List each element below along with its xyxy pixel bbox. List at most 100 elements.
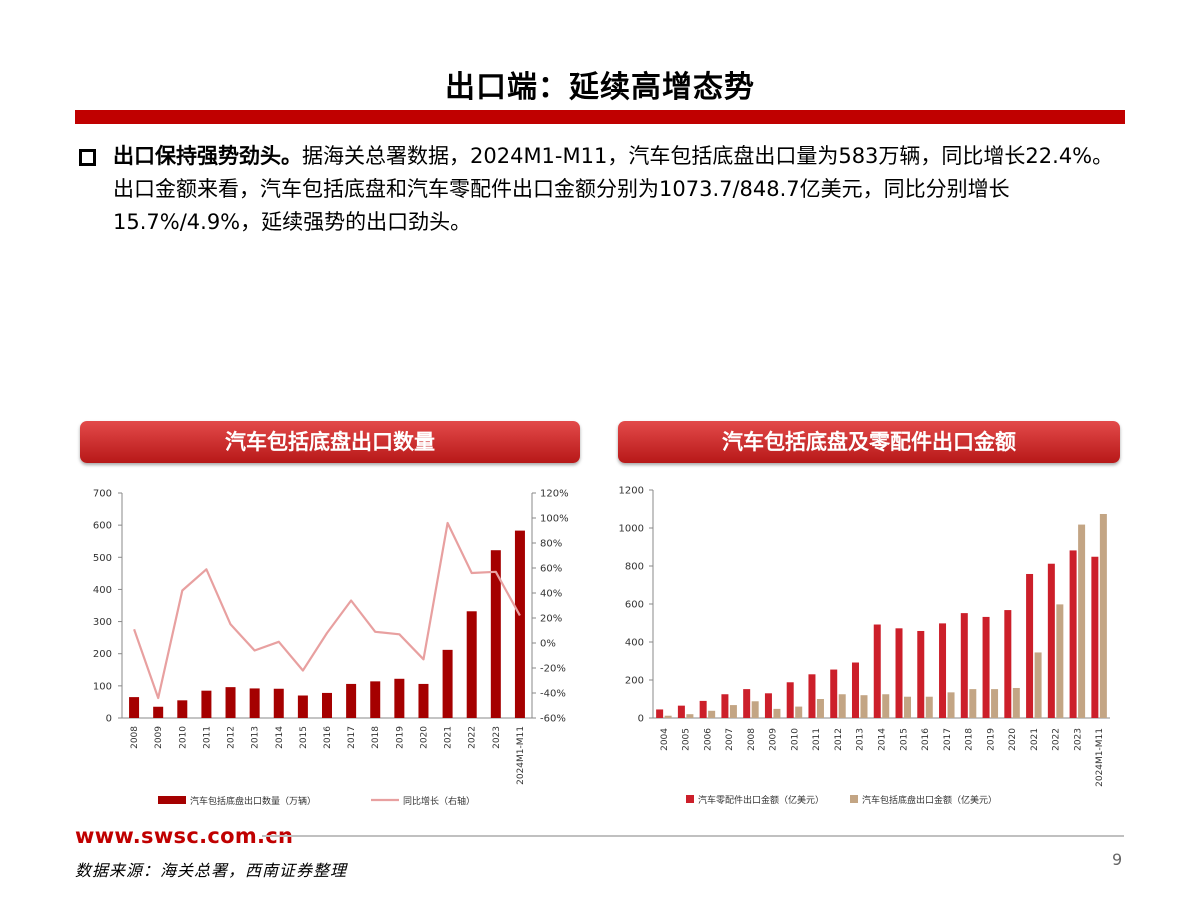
volume-bar [490, 550, 501, 718]
x-axis-tick-label: 2004 [660, 728, 670, 751]
y-axis-tick-label: 1200 [619, 486, 644, 497]
x-axis-tick-label: 2016 [921, 728, 931, 751]
left-chart-title: 汽车包括底盘出口数量 [80, 421, 580, 463]
slide-title: 出口端：延续高增态势 [445, 70, 755, 105]
x-axis-tick-label: 2019 [395, 726, 405, 749]
vehicle-value-bar [838, 694, 846, 718]
parts-value-bar [1069, 550, 1077, 718]
x-axis-tick-label: 2024M1-M11 [1095, 728, 1105, 787]
x-axis-tick-label: 2022 [1052, 728, 1062, 751]
volume-bar [153, 706, 164, 718]
parts-value-bar [656, 709, 664, 718]
x-axis-tick-label: 2007 [725, 728, 735, 751]
vehicle-value-bar [991, 689, 999, 718]
vehicle-value-bar [751, 701, 759, 718]
parts-value-bar [830, 669, 838, 718]
x-axis-tick-label: 2014 [878, 728, 888, 751]
vehicle-value-bar [729, 705, 737, 718]
volume-bar [394, 678, 405, 718]
right-axis-tick-label: 120% [540, 489, 569, 500]
export-value-chart: 0 200 400 600 800 1000 1200 2004 2005 2006 2007 200… [619, 486, 1110, 806]
vehicle-value-bar [1056, 604, 1064, 718]
volume-bar [346, 683, 357, 718]
x-axis-tick-label: 2010 [790, 728, 800, 751]
y-axis-tick-label: 800 [625, 562, 644, 573]
right-axis-tick-label: 60% [540, 564, 562, 575]
parts-value-bar [721, 694, 729, 718]
left-axis-tick-label: 100 [93, 681, 112, 692]
parts-value-bar [1047, 563, 1055, 718]
x-axis-tick-label: 2022 [468, 726, 478, 749]
data-source: 数据来源：海关总署，西南证券整理 [75, 861, 348, 880]
right-axis-tick-label: -60% [540, 714, 566, 725]
right-chart-title: 汽车包括底盘及零配件出口金额 [618, 421, 1120, 463]
legend-growth-label: 同比增长（右轴） [403, 795, 475, 807]
right-axis-tick-label: 40% [540, 589, 562, 600]
vehicle-value-bar [969, 689, 977, 718]
vehicle-value-bar [860, 695, 868, 718]
legend-volume-swatch [158, 796, 186, 804]
x-axis-tick-label: 2013 [251, 726, 261, 749]
x-axis-tick-label: 2021 [1030, 728, 1040, 751]
parts-value-bar [895, 628, 903, 718]
volume-bar [177, 700, 188, 718]
x-axis-tick-label: 2024M1-M11 [516, 726, 526, 785]
volume-bar [249, 688, 260, 718]
x-axis-tick-label: 2015 [899, 728, 909, 751]
right-axis-tick-label: 100% [540, 514, 569, 525]
vehicle-value-bar [1099, 513, 1107, 718]
parts-value-bar [939, 623, 947, 718]
volume-bar [225, 687, 236, 718]
right-axis-tick-label: -40% [540, 689, 566, 700]
x-axis-tick-label: 2020 [419, 726, 429, 749]
x-axis-tick-label: 2009 [769, 728, 779, 751]
x-axis-tick-label: 2020 [1008, 728, 1018, 751]
parts-value-bar [851, 662, 859, 718]
left-axis-tick-label: 0 [106, 714, 112, 725]
y-axis-tick-label: 0 [638, 714, 644, 725]
left-axis-tick-label: 500 [93, 553, 112, 564]
footer-divider [262, 835, 1124, 837]
vehicle-value-bar [925, 696, 933, 718]
left-axis-tick-label: 600 [93, 521, 112, 532]
x-axis-tick-label: 2019 [986, 728, 996, 751]
legend-vehicle-swatch [850, 795, 858, 803]
x-axis-tick-label: 2018 [371, 726, 381, 749]
legend-vehicle-label: 汽车包括底盘出口金额（亿美元） [862, 794, 997, 806]
export-volume-chart: 0 100 200 300 400 500 600 700 -60% -40% -20% 0% 20% 4… [93, 489, 569, 808]
yoy-growth-line [133, 521, 521, 700]
x-axis-tick-label: 2013 [856, 728, 866, 751]
legend-parts-label: 汽车零配件出口金额（亿美元） [698, 794, 824, 806]
parts-value-bar [808, 674, 816, 718]
x-axis-tick-label: 2017 [347, 726, 357, 749]
x-axis-tick-label: 2018 [965, 728, 975, 751]
parts-value-bar [873, 624, 881, 718]
volume-bar [201, 690, 212, 718]
parts-value-bar [982, 616, 990, 718]
x-axis-tick-label: 2015 [299, 726, 309, 749]
vehicle-value-bar [904, 696, 912, 718]
x-axis-tick-label: 2011 [812, 728, 822, 751]
legend-parts-swatch [686, 795, 694, 803]
bullet-square-icon [79, 149, 96, 166]
left-axis-tick-label: 200 [93, 649, 112, 660]
vehicle-value-bar [773, 708, 781, 718]
x-axis-tick-label: 2012 [227, 726, 237, 749]
parts-value-bar [917, 630, 925, 718]
parts-value-bar [677, 705, 685, 718]
x-axis-tick-label: 2009 [154, 726, 164, 749]
x-axis-tick-label: 2021 [444, 726, 454, 749]
x-axis-tick-label: 2023 [1073, 728, 1083, 751]
bullet-paragraph: 出口保持强势劲头。据海关总署数据，2024M1-M11，汽车包括底盘出口量为58… [113, 140, 1133, 239]
parts-value-bar [786, 682, 794, 718]
left-axis-tick-label: 700 [93, 489, 112, 500]
vehicle-value-bar [947, 692, 955, 718]
y-axis-tick-label: 1000 [619, 524, 644, 535]
footer-website[interactable]: www.swsc.com.cn [75, 824, 294, 848]
volume-bar [442, 649, 453, 718]
left-axis-tick-label: 300 [93, 617, 112, 628]
x-axis-tick-label: 2006 [703, 728, 713, 751]
page-number: 9 [1112, 850, 1123, 869]
x-axis-tick-label: 2011 [202, 726, 212, 749]
parts-value-bar [1026, 573, 1034, 718]
